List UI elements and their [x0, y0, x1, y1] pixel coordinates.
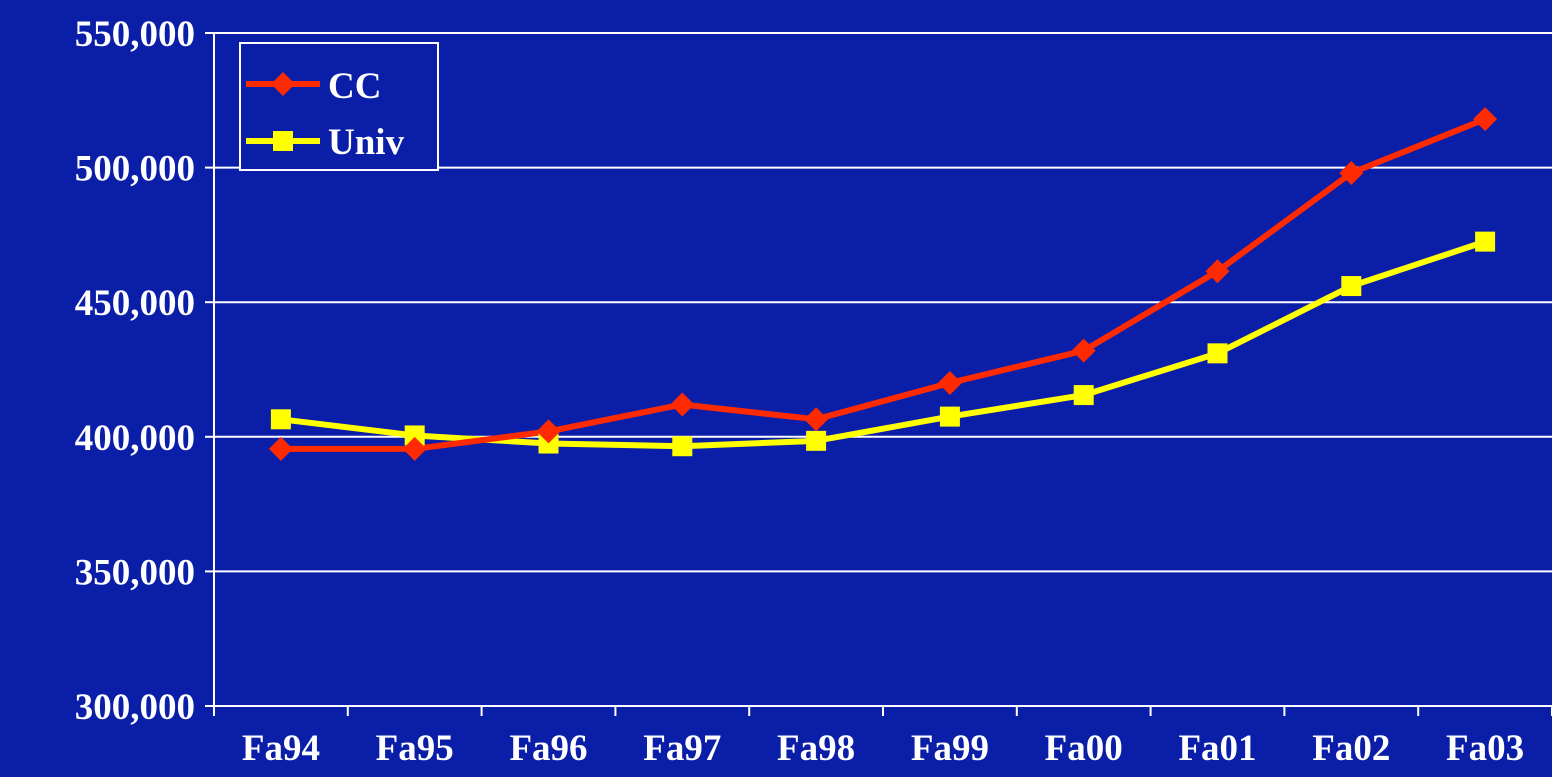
x-tick-label: Fa95: [376, 728, 454, 769]
x-tick-label: Fa02: [1312, 728, 1390, 769]
x-axis-tick-labels: Fa94 Fa95 Fa96 Fa97 Fa98 Fa99 Fa00 Fa01 Fa02 Fa03: [242, 728, 1524, 769]
data-point-univ: [1475, 231, 1496, 252]
legend-univ-marker: [273, 131, 293, 151]
data-point-cc: [402, 436, 427, 461]
data-point-cc: [1205, 259, 1230, 284]
data-point-univ: [404, 425, 425, 446]
legend: CC Univ: [239, 42, 439, 171]
data-point-cc: [1473, 107, 1498, 132]
data-point-cc: [536, 419, 561, 444]
y-tick-label: 350,000: [75, 552, 195, 593]
legend-cc-label: CC: [328, 66, 381, 107]
data-point-cc: [1339, 160, 1364, 185]
axes: [205, 32, 1552, 716]
x-tick-label: Fa00: [1045, 728, 1123, 769]
y-axis-tick-labels: 300,000 350,000 400,000 450,000 500,000 550,0…: [75, 14, 195, 728]
data-point-univ: [538, 433, 559, 454]
data-point-cc: [937, 370, 962, 395]
x-tick-label: Fa99: [911, 728, 989, 769]
x-tick-label: Fa01: [1178, 728, 1256, 769]
y-tick-label: 400,000: [75, 418, 195, 459]
x-tick-label: Fa94: [242, 728, 320, 769]
data-point-univ: [1341, 276, 1362, 297]
data-point-univ: [672, 436, 693, 457]
data-point-cc: [670, 392, 695, 417]
data-point-univ: [1207, 343, 1228, 364]
x-tick-label: Fa97: [643, 728, 721, 769]
y-tick-label: 500,000: [75, 149, 195, 190]
x-tick-label: Fa03: [1446, 728, 1524, 769]
series-layer: [268, 107, 1498, 461]
data-point-univ: [939, 406, 960, 427]
data-point-cc: [804, 407, 829, 432]
x-tick-label: Fa98: [777, 728, 855, 769]
data-point-univ: [1073, 385, 1094, 406]
legend-cc-marker: [271, 72, 295, 96]
y-tick-label: 450,000: [75, 283, 195, 324]
data-point-univ: [806, 430, 827, 451]
y-tick-label: 550,000: [75, 14, 195, 55]
data-point-cc: [268, 436, 293, 461]
series-line-cc: [280, 116, 1487, 452]
legend-univ-label: Univ: [328, 122, 405, 163]
data-point-univ: [270, 409, 291, 430]
data-point-cc: [1071, 338, 1096, 363]
series-line-univ: [280, 238, 1487, 450]
x-tick-label: Fa96: [509, 728, 587, 769]
y-tick-label: 300,000: [75, 687, 195, 728]
